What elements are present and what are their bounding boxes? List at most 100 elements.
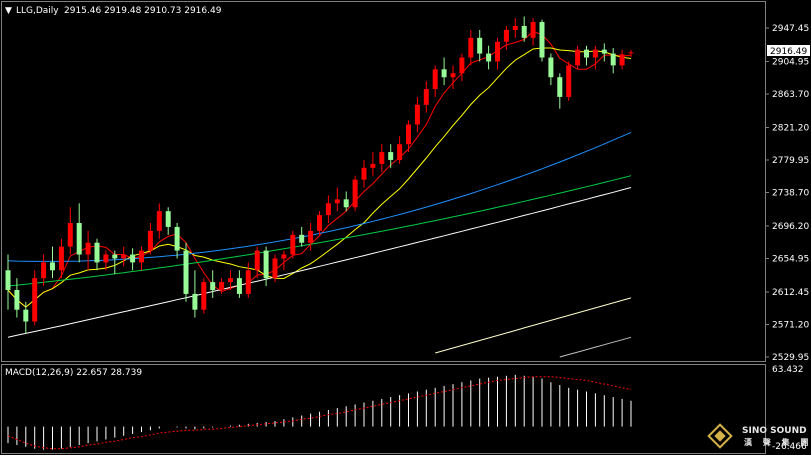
candle-body <box>592 49 598 58</box>
axis-label: 2779.95 <box>772 156 809 166</box>
candle-body <box>432 69 438 90</box>
candle-body <box>317 215 322 231</box>
macd-top-value: 63.432 <box>772 365 804 375</box>
candle-body <box>459 57 465 74</box>
candle-body <box>423 89 429 105</box>
macd-histogram <box>7 374 632 450</box>
candle-body <box>477 37 483 54</box>
candle-body <box>397 144 403 160</box>
candle-body <box>352 179 358 208</box>
candle-body <box>290 234 296 255</box>
macd-signal-line <box>7 376 632 450</box>
candle-body <box>566 65 572 97</box>
candle-body <box>272 258 278 279</box>
macd-bottom-value: -26.466 <box>772 442 807 452</box>
diamond-logo-icon <box>707 423 733 449</box>
candle-body <box>441 69 447 78</box>
candle-body <box>495 41 500 62</box>
ohlc-values: 2915.46 2919.48 2910.73 2916.49 <box>64 6 222 16</box>
candle-body <box>14 289 20 310</box>
main-panel-frame <box>1 1 766 362</box>
candle-body <box>156 211 162 231</box>
candle-body <box>165 211 171 227</box>
candle-body <box>219 282 225 290</box>
candle-body <box>192 293 198 310</box>
candle-body <box>85 242 91 255</box>
candle-body <box>254 250 260 271</box>
axis-label: 2821.20 <box>772 123 809 133</box>
candle-body <box>94 242 100 263</box>
candle-body <box>610 53 616 66</box>
candle-body <box>112 254 118 259</box>
candle-body <box>406 124 411 145</box>
candle-body <box>370 163 376 168</box>
candle-body <box>361 167 367 180</box>
candle-body <box>263 250 269 279</box>
axis-label: 2696.20 <box>772 222 809 232</box>
candle-body <box>503 29 509 42</box>
candle-body <box>575 49 581 66</box>
axis-label: 2863.70 <box>772 90 809 100</box>
macd-label: MACD(12,26,9) 22.657 28.739 <box>5 368 142 378</box>
candle-body <box>281 254 287 259</box>
candle-body <box>468 37 474 58</box>
candle-body <box>121 254 127 259</box>
triangle-down-icon[interactable]: ▼ <box>5 6 12 16</box>
candle-body <box>228 278 233 283</box>
candle-body <box>76 222 82 255</box>
candle-body <box>601 49 607 54</box>
current-price-tag: 2916.49 <box>767 45 810 57</box>
watermark: SINO SOUND 漢 聲 集 團 <box>707 423 811 449</box>
candle-body <box>32 278 38 322</box>
candle-body <box>343 199 349 208</box>
axis-label: 2612.45 <box>772 288 809 298</box>
ma-white-line <box>7 187 632 338</box>
candle-body <box>512 25 518 30</box>
candle-body <box>183 250 189 294</box>
candle-body <box>548 57 554 78</box>
candle-body <box>58 246 64 271</box>
candle-body <box>450 73 456 78</box>
axis-label: 2904.95 <box>772 57 809 67</box>
watermark-sub: 漢 聲 集 團 <box>744 437 811 447</box>
axis-label: 2654.95 <box>772 254 809 264</box>
candle-body <box>5 270 11 290</box>
candle-body <box>530 22 536 38</box>
candle-body <box>103 254 109 263</box>
candle-body <box>539 22 545 58</box>
candle-body <box>41 262 47 279</box>
candle-body <box>628 52 634 54</box>
axis-label: 2947.45 <box>772 24 809 34</box>
candle-body <box>388 152 394 160</box>
candle-body <box>139 250 144 263</box>
watermark-brand: SINO SOUND <box>742 426 807 436</box>
candle-body <box>50 262 55 271</box>
candlesticks <box>5 16 634 334</box>
candle-body <box>236 278 242 294</box>
candle-body <box>147 230 153 251</box>
ma-long-yellow-line <box>435 297 632 354</box>
axis-label: 2738.70 <box>772 189 809 199</box>
axis-label: 2571.20 <box>772 320 809 330</box>
candle-body <box>23 309 29 322</box>
candle-body <box>619 54 625 66</box>
ma-fast-line <box>7 30 632 308</box>
candle-body <box>210 282 216 290</box>
ma-green-line <box>7 175 632 287</box>
price-axis: 2947.45 2904.95 2863.70 2821.20 2779.95 2738.… <box>765 24 809 363</box>
macd-panel-frame <box>1 364 766 454</box>
candle-body <box>245 270 251 294</box>
candle-body <box>414 104 420 125</box>
candle-body <box>334 199 340 204</box>
current-price-label: 2916.49 <box>770 47 807 57</box>
candle-body <box>201 282 207 310</box>
candle-body <box>521 25 527 38</box>
ma-longest-line <box>559 336 632 358</box>
candle-body <box>67 222 73 247</box>
candle-body <box>486 53 492 62</box>
candle-body <box>557 77 563 97</box>
ma-mid-line <box>7 47 632 308</box>
candle-body <box>299 234 305 243</box>
